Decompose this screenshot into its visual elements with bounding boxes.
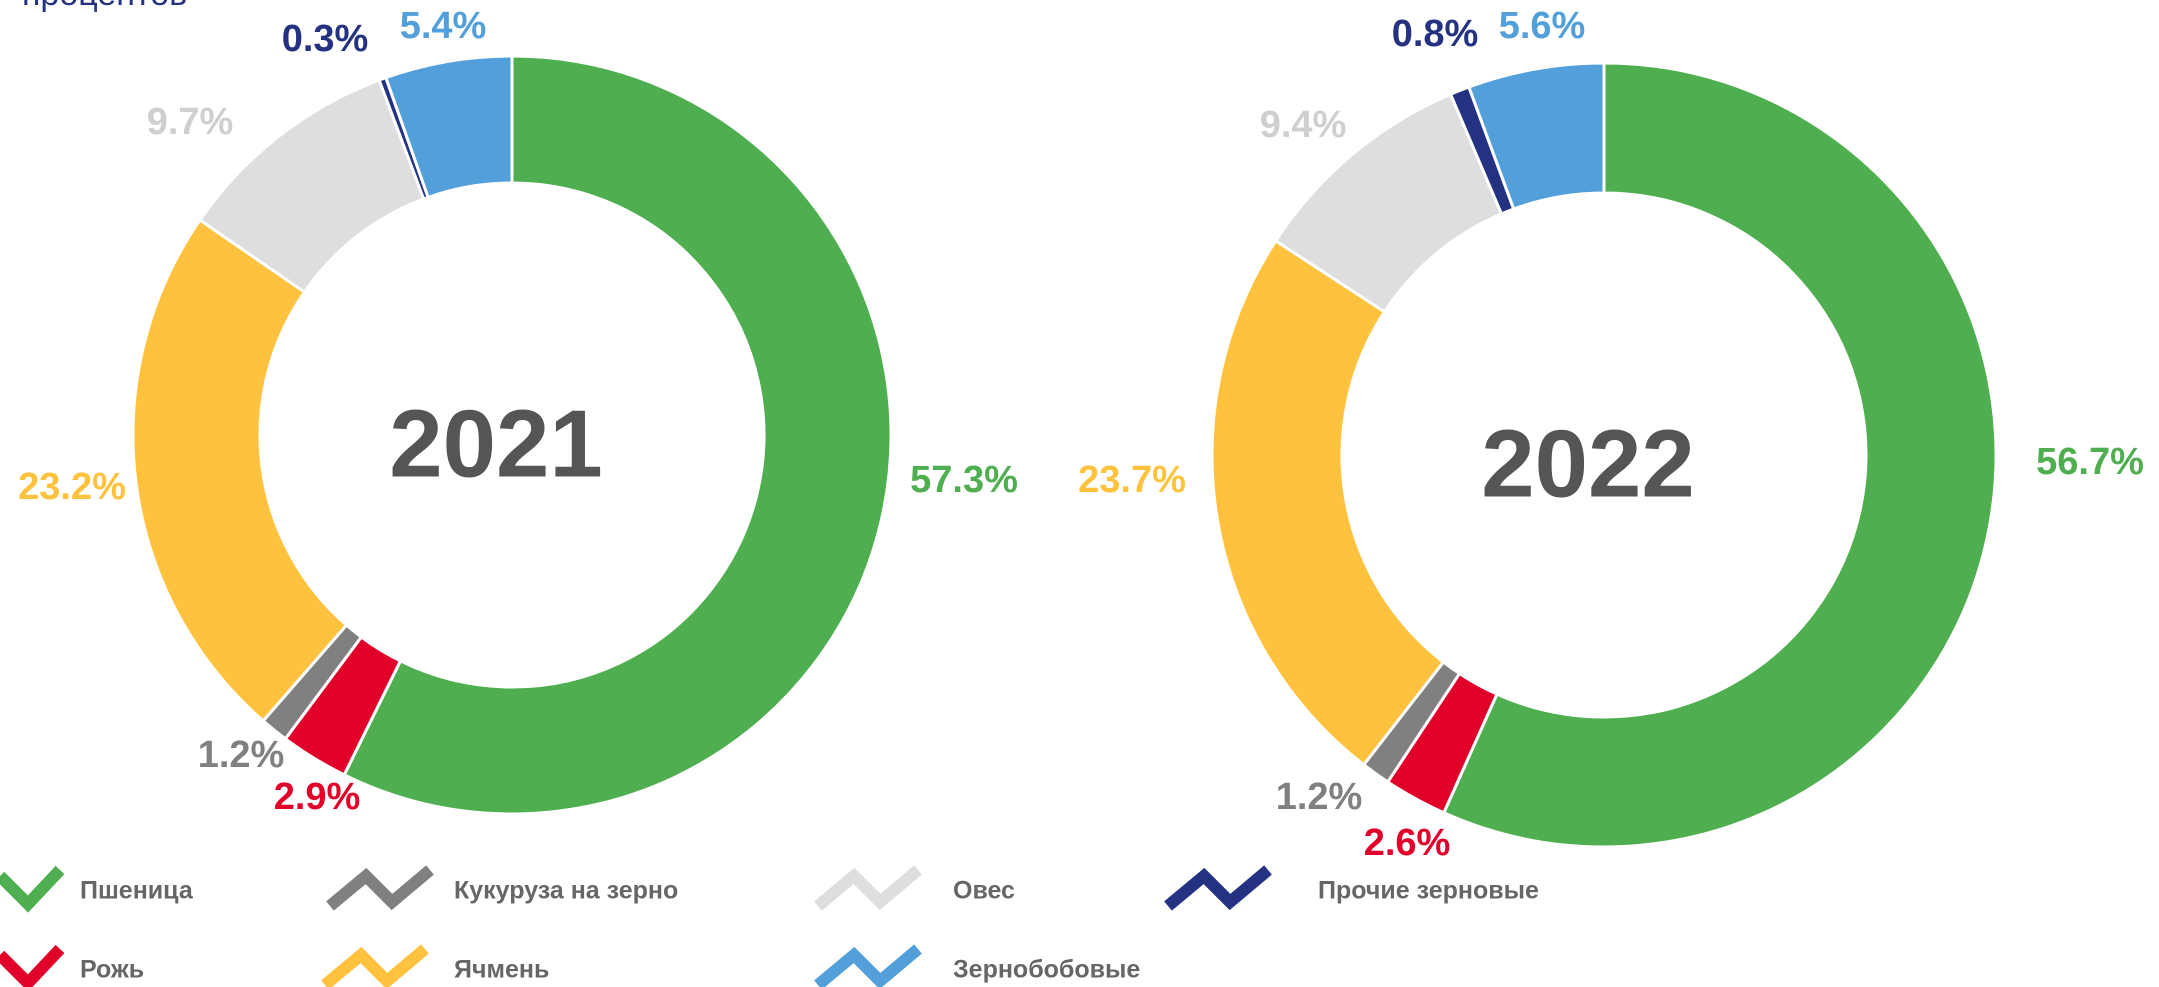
data-label: 1.2% — [1276, 776, 1363, 818]
legend-icon — [814, 865, 922, 911]
legend-label: Прочие зерновые — [1318, 877, 1539, 905]
data-label: 9.7% — [147, 101, 234, 143]
data-label: 1.2% — [198, 734, 285, 776]
legend-label: Рожь — [80, 956, 144, 984]
data-label: 2.6% — [1364, 822, 1451, 864]
data-label: 23.7% — [1078, 459, 1186, 501]
data-label: 56.7% — [2036, 441, 2144, 483]
donut-segment — [342, 54, 893, 816]
donut-segment — [1466, 61, 1606, 211]
data-label: 0.3% — [282, 18, 369, 60]
center-title: 2021 — [389, 390, 603, 497]
donut-segment — [383, 54, 514, 200]
center-title: 2022 — [1481, 410, 1695, 517]
legend-icon — [1164, 865, 1272, 911]
data-label: 2.9% — [274, 776, 361, 818]
legend-icon — [0, 944, 65, 987]
data-label: 5.4% — [400, 5, 487, 47]
data-label: 23.2% — [18, 466, 126, 508]
legend-label: Ячмень — [454, 956, 549, 984]
data-label: 0.8% — [1392, 13, 1479, 55]
data-label: 9.4% — [1260, 104, 1347, 146]
legend-icon — [326, 865, 434, 911]
legend-label: Овес — [953, 877, 1015, 905]
caption: процентов — [22, 0, 187, 13]
legend-label: Зернобобовые — [953, 956, 1140, 984]
legend-icon — [0, 865, 65, 913]
data-label: 57.3% — [910, 459, 1018, 501]
legend-label: Пшеница — [80, 877, 194, 905]
legend-label: Кукуруза на зерно — [454, 877, 678, 905]
donut-segment — [1441, 61, 1998, 849]
data-label: 5.6% — [1499, 5, 1586, 47]
donut-segment — [131, 217, 349, 723]
legend-icon — [814, 944, 922, 987]
donut-segment — [1210, 238, 1446, 767]
legend-icon — [321, 944, 429, 987]
